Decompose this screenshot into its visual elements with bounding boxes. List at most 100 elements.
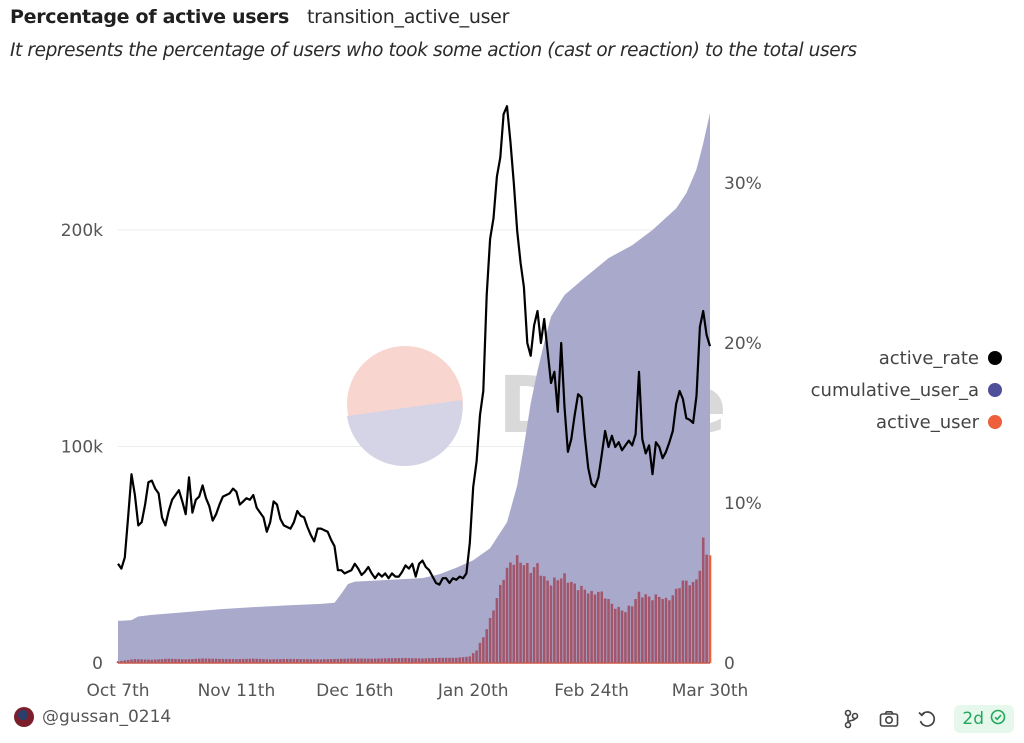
active-user-bar (130, 659, 133, 663)
active-user-bar (390, 658, 394, 663)
active-user-bar (204, 658, 208, 663)
active-user-bar (350, 658, 353, 663)
active-user-bar (265, 659, 269, 663)
active-user-bar (383, 658, 387, 663)
active-user-bar (434, 657, 438, 663)
active-user-bar (492, 610, 495, 663)
active-user-bar (218, 658, 221, 663)
active-user-bar (610, 603, 614, 663)
chart-header: Percentage of active users transition_ac… (10, 6, 1014, 61)
legend-item-active-user[interactable]: active_user (811, 406, 1002, 438)
active-user-bar (421, 658, 424, 663)
active-user-bar (444, 657, 448, 663)
active-user-bar (316, 659, 319, 663)
active-user-bar (522, 565, 526, 663)
active-user-bar (211, 658, 214, 663)
cumulative-area-layer (118, 113, 710, 664)
legend-label: active_rate (878, 347, 979, 369)
freshness-badge[interactable]: 2d (954, 705, 1014, 733)
active-user-bar (191, 658, 194, 663)
active-user-bar (654, 594, 658, 663)
legend-label: active_user (876, 411, 979, 433)
active-user-bar (681, 580, 685, 663)
x-axis: Oct 7th Nov 11th Dec 16th Jan 20th Feb 24th M… (86, 681, 748, 701)
active-user-bar (526, 562, 529, 663)
active-user-bar (411, 658, 414, 663)
active-user-bar (221, 658, 225, 663)
active-user-bar (268, 659, 272, 663)
active-user-bar (380, 658, 384, 663)
active-user-bar (370, 658, 373, 663)
active-user-bar (549, 585, 553, 663)
active-user-bar (164, 658, 167, 663)
legend-item-cumulative-user[interactable]: cumulative_user_a (811, 374, 1002, 406)
active-user-bar (404, 658, 407, 663)
active-user-bar (157, 659, 160, 663)
active-user-bar (657, 597, 661, 663)
active-user-bar (441, 657, 445, 663)
active-user-bar (319, 659, 323, 663)
active-user-bar (438, 657, 441, 663)
active-user-bar (573, 583, 576, 663)
refresh-icon[interactable] (916, 708, 938, 730)
active-user-bar (147, 659, 150, 663)
active-user-bar (262, 659, 265, 663)
x-tick-label: Nov 11th (198, 681, 276, 701)
active-user-bar (414, 658, 417, 663)
fork-icon[interactable] (840, 708, 862, 730)
active-user-bar (360, 658, 363, 663)
active-user-bar (228, 659, 231, 663)
active-user-bar (394, 658, 397, 663)
y-left-tick-label: 0 (92, 654, 103, 674)
active-user-bar (231, 659, 235, 663)
active-user-bar (289, 658, 292, 663)
active-user-bar (187, 659, 191, 663)
active-user-bar (485, 629, 489, 663)
active-user-bar (248, 658, 252, 663)
active-user-bar (637, 591, 641, 663)
active-user-bar (285, 658, 289, 663)
x-tick-label: Mar 30th (672, 681, 749, 701)
active-user-bar (180, 659, 184, 663)
y-right-tick-label: 20% (724, 334, 762, 354)
active-user-bar (593, 594, 597, 663)
author-link[interactable]: @gussan_0214 (14, 707, 171, 727)
x-tick-label: Oct 7th (86, 681, 149, 701)
active-user-bar (174, 658, 177, 663)
active-user-bar (661, 599, 664, 663)
active-user-bar (333, 658, 336, 663)
query-name[interactable]: transition_active_user (306, 6, 510, 28)
active-user-bar (170, 658, 174, 663)
y-right-tick-label: 30% (724, 174, 762, 194)
active-user-bar (431, 658, 434, 663)
avatar (14, 707, 34, 727)
active-user-bar (306, 659, 309, 663)
active-user-bar (417, 658, 421, 663)
active-user-bar (607, 599, 610, 663)
active-user-bar (532, 567, 536, 663)
legend-label: cumulative_user_a (810, 379, 979, 401)
active-user-bar (651, 600, 654, 663)
active-user-bar (546, 580, 549, 663)
active-user-bar (451, 657, 455, 663)
active-user-bar (678, 588, 681, 663)
legend-item-active-rate[interactable]: active_rate (811, 342, 1002, 374)
camera-icon[interactable] (878, 708, 900, 730)
active-user-bar (471, 653, 475, 663)
active-user-bar (617, 606, 620, 663)
active-user-bar (197, 658, 201, 663)
active-user-bar (455, 657, 458, 663)
active-user-bar (644, 594, 647, 663)
active-user-bar (400, 658, 404, 663)
active-user-bar (258, 658, 262, 663)
active-user-bar (515, 555, 519, 663)
footer-actions: 2d (840, 705, 1014, 733)
legend: active_rate cumulative_user_a active_use… (811, 342, 1002, 438)
active-user-bar (235, 659, 238, 663)
active-user-bar (458, 657, 461, 663)
active-user-bar (536, 563, 539, 663)
active-user-bar (201, 658, 204, 663)
active-user-bar (641, 597, 644, 663)
active-user-bar (427, 658, 431, 663)
active-user-bar (329, 659, 333, 663)
